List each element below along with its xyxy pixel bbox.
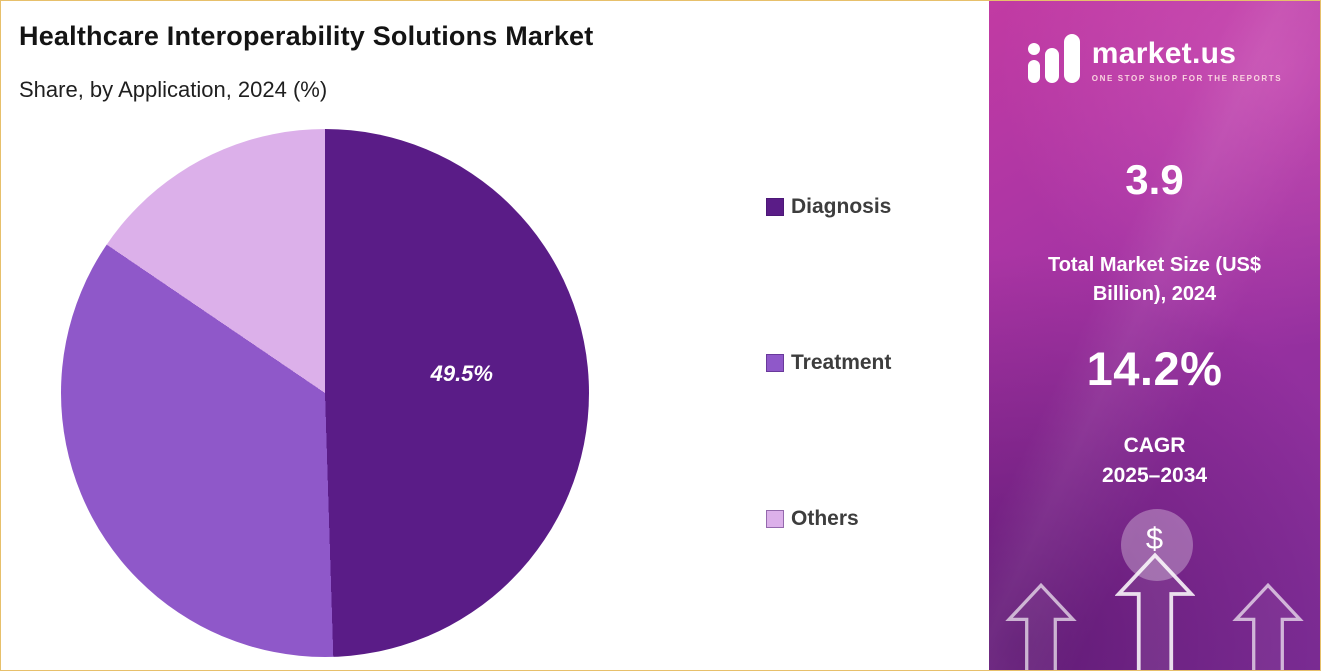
up-arrow-icon [1005, 582, 1077, 670]
up-arrow-icon [1232, 582, 1304, 670]
market-size-value: 3.9 [1125, 156, 1184, 203]
legend-swatch [766, 198, 784, 216]
legend-item-diagnosis: Diagnosis [766, 195, 891, 219]
chart-title: Healthcare Interoperability Solutions Ma… [19, 21, 594, 51]
legend-swatch [766, 354, 784, 372]
up-arrow-icon [1115, 550, 1195, 670]
chart-area: Healthcare Interoperability Solutions Ma… [1, 1, 989, 670]
legend-item-others: Others [766, 507, 891, 531]
cagr-label: CAGR 2025–2034 [989, 431, 1320, 491]
logo-text: market.us [1091, 36, 1237, 70]
dollar-halo [1121, 509, 1193, 581]
cagr-value: 14.2% [1086, 342, 1223, 395]
legend-item-treatment: Treatment [766, 351, 891, 375]
legend-label: Diagnosis [791, 195, 892, 218]
legend-swatch [766, 510, 784, 528]
market-size-label: Total Market Size (US$ Billion), 2024 [1047, 254, 1262, 305]
cagr-label-line2: 2025–2034 [1101, 463, 1208, 487]
legend: Diagnosis Treatment Others [766, 195, 891, 531]
marketus-logo-icon [1027, 33, 1081, 88]
cagr-label-line1: CAGR [1123, 434, 1186, 457]
pie-chart-wrapper: 49.5% [61, 129, 589, 657]
chart-subtitle: Share, by Application, 2024 (%) [19, 77, 328, 102]
logo-text-block: market.us ONE STOP SHOP FOR THE REPORTS [1091, 36, 1283, 83]
pie-slice-label: 49.5% [430, 361, 493, 387]
pie-chart [61, 129, 589, 657]
logo-tagline: ONE STOP SHOP FOR THE REPORTS [1091, 73, 1283, 83]
sidebar: market.us ONE STOP SHOP FOR THE REPORTS … [989, 1, 1320, 670]
legend-label: Others [791, 507, 859, 530]
dollar-icon: $ [1145, 521, 1164, 556]
logo: market.us ONE STOP SHOP FOR THE REPORTS [989, 33, 1320, 88]
legend-label: Treatment [791, 351, 892, 374]
